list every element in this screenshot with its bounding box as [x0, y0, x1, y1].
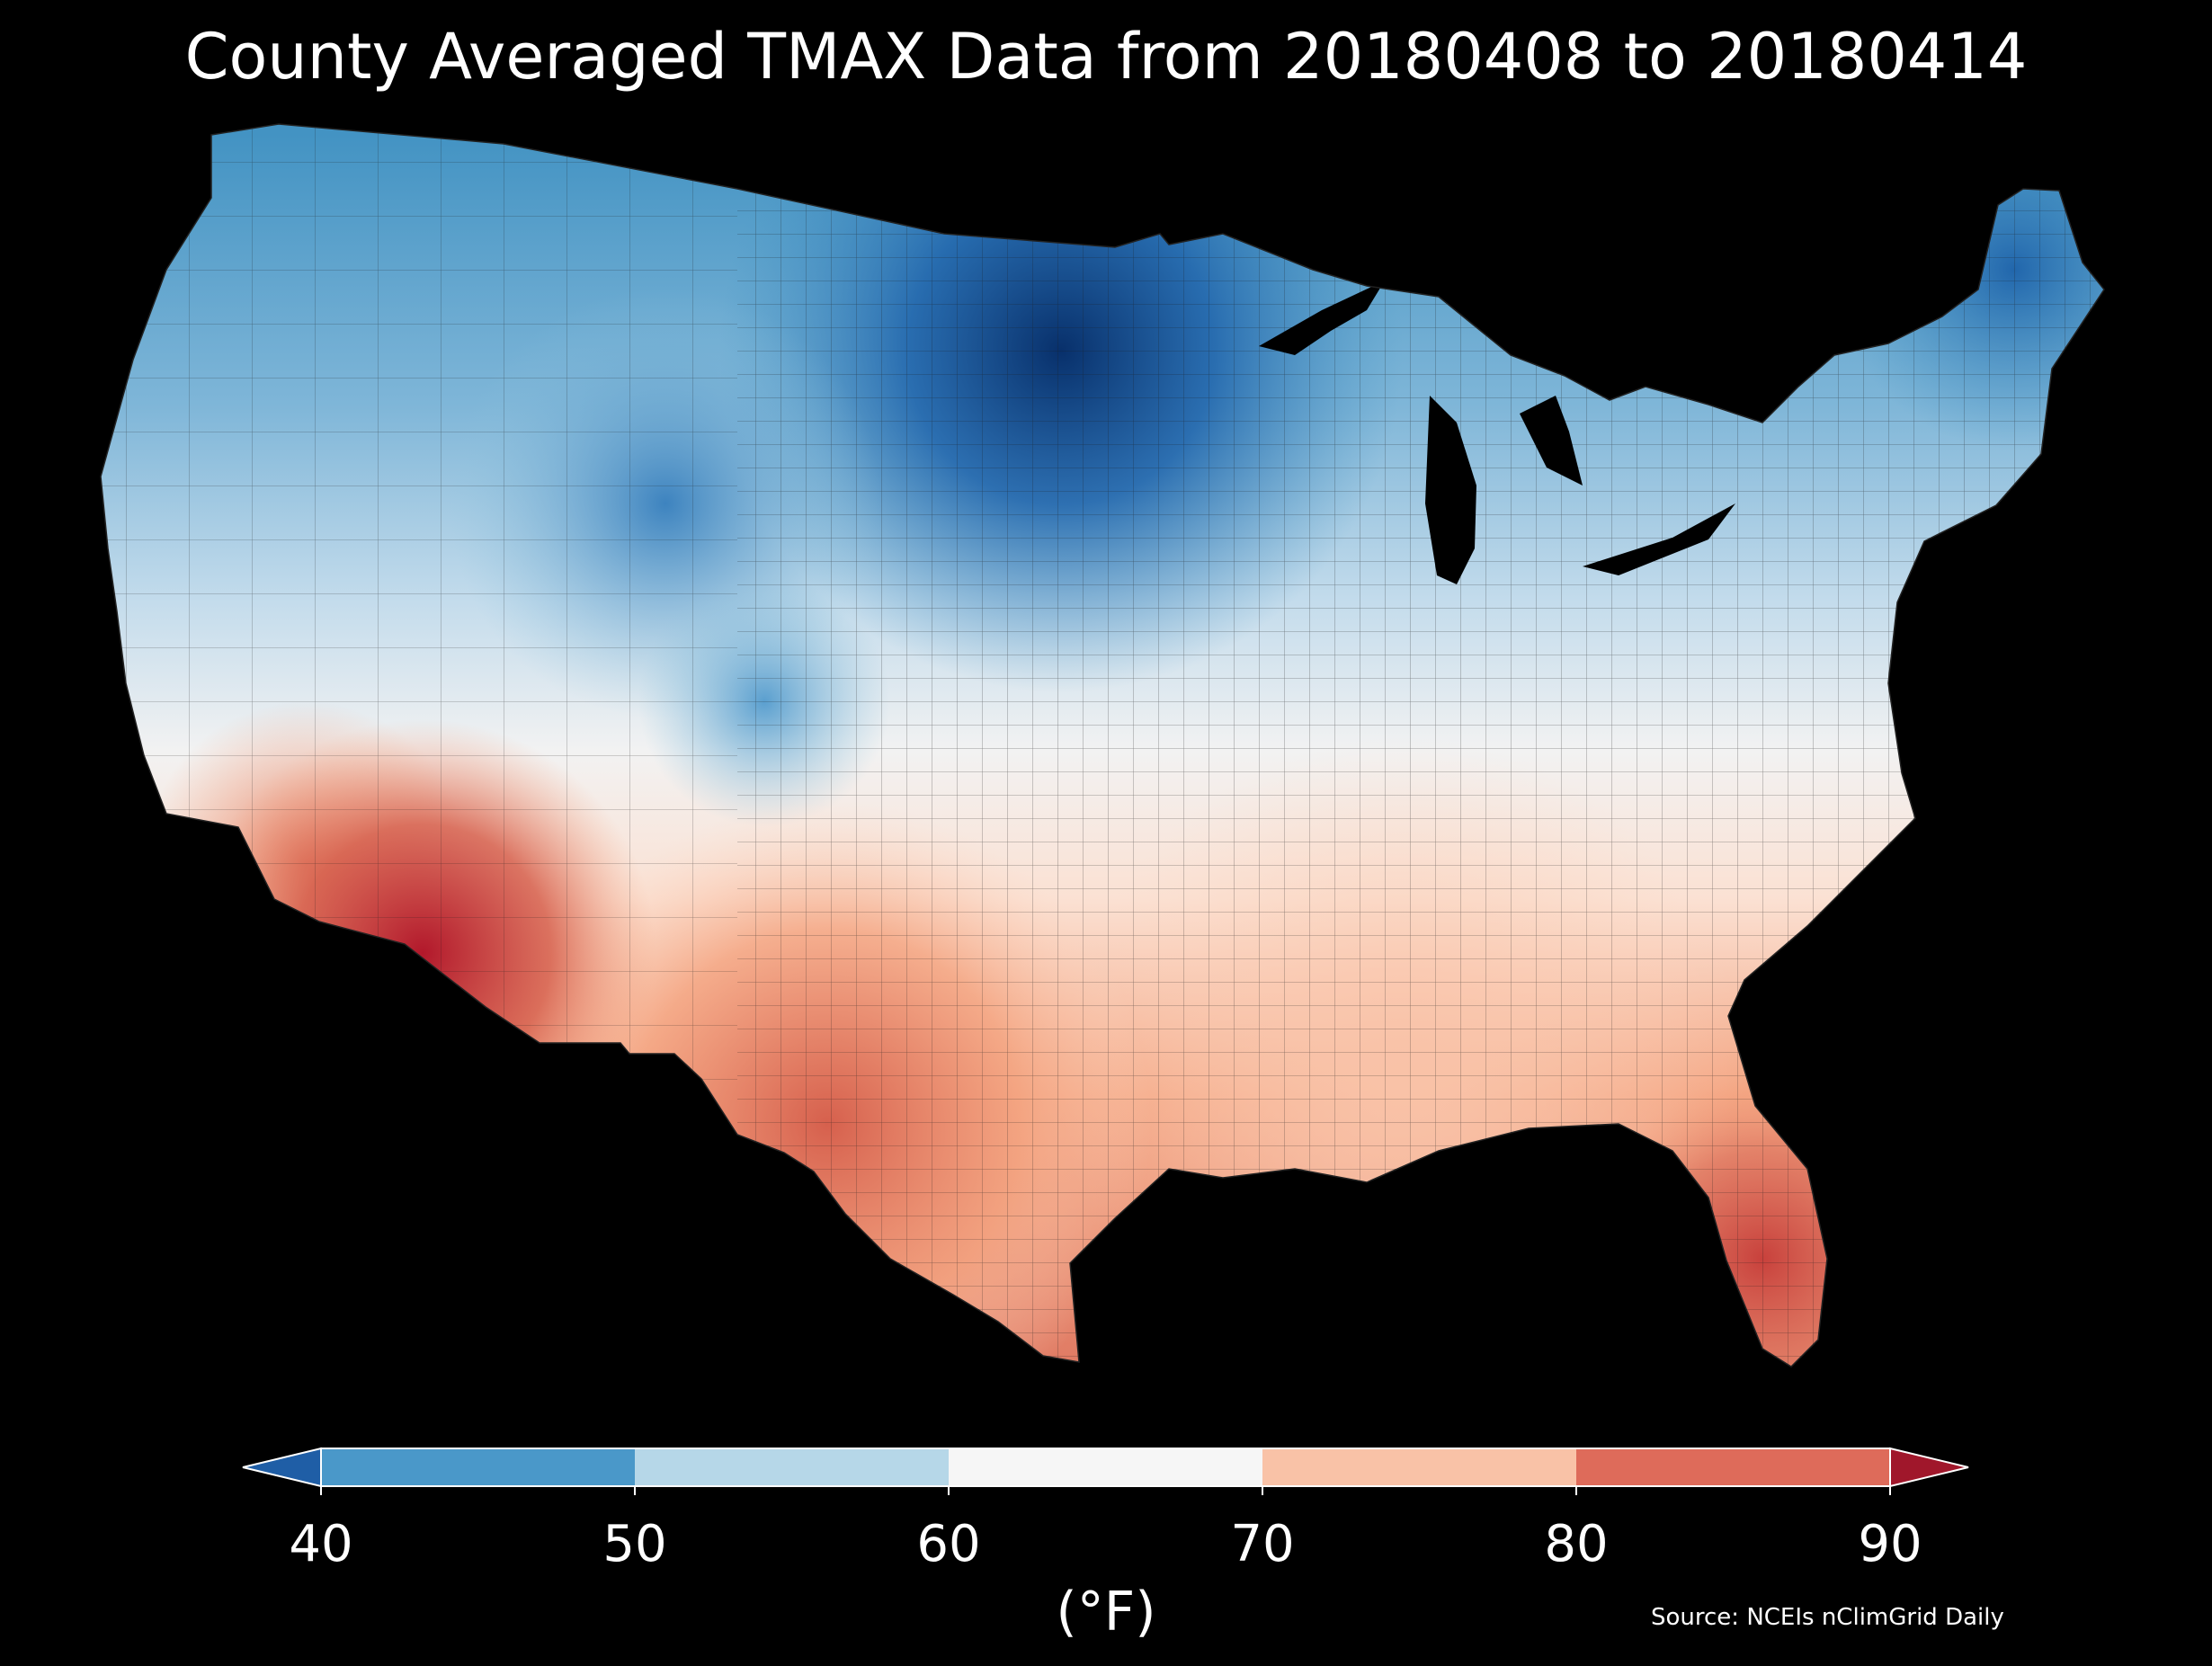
- colorbar-bin-50-60: [635, 1448, 949, 1486]
- tick-label-90: 90: [1858, 1515, 1922, 1573]
- tick-label-70: 70: [1230, 1515, 1295, 1573]
- map-title: County Averaged TMAX Data from 20180408 …: [184, 20, 2028, 94]
- colorbar-bin-70-80: [1262, 1448, 1576, 1486]
- colorbar-bin-60-70: [949, 1448, 1262, 1486]
- colorbar-over-arrow: [1889, 1447, 1969, 1488]
- lake-michigan: [1425, 396, 1476, 584]
- colorbar-bin-40-50: [321, 1448, 635, 1486]
- colorbar-unit-label: (°F): [1056, 1581, 1156, 1644]
- tick-label-40: 40: [289, 1515, 353, 1573]
- colorbar-bin-80-90: [1576, 1448, 1890, 1486]
- tick-label-60: 60: [916, 1515, 981, 1573]
- great-lakes: [1259, 281, 1735, 584]
- lake-huron: [1520, 396, 1583, 486]
- colorbar-tick-marks: [320, 1486, 1891, 1495]
- source-credit: Source: NCEIs nClimGrid Daily: [1651, 1604, 2004, 1631]
- lake-erie: [1583, 503, 1735, 575]
- colorbar-frame: [320, 1448, 1891, 1487]
- tick-label-50: 50: [602, 1515, 667, 1573]
- lake-superior: [1259, 281, 1385, 355]
- tick-label-80: 80: [1544, 1515, 1609, 1573]
- colorbar-under-arrow: [242, 1447, 322, 1488]
- colorbar-bins: [321, 1448, 1890, 1486]
- us-outline: [100, 123, 2105, 1368]
